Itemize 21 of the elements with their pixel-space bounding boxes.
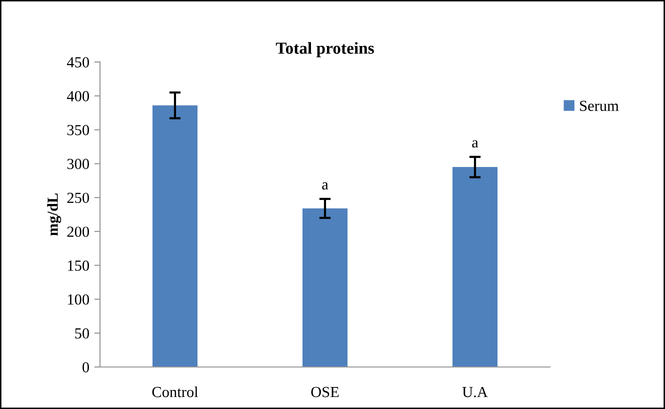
y-tick-label: 150 — [68, 260, 89, 271]
y-tick-label: 0 — [82, 362, 89, 372]
bar — [152, 105, 198, 367]
y-axis-title: mg/dL — [47, 193, 62, 236]
y-tick-label: 100 — [68, 294, 89, 305]
x-tick-label: U.A — [462, 386, 488, 398]
annotation: a — [322, 182, 328, 190]
y-tick-label: 300 — [67, 158, 89, 170]
bar — [302, 208, 348, 367]
y-tick-label: 200 — [67, 226, 89, 237]
chart-title: Total proteins — [276, 42, 374, 58]
y-tick-label: 450 — [66, 57, 89, 68]
y-tick-label: 400 — [66, 91, 89, 102]
y-tick-label: 50 — [75, 328, 89, 339]
bar — [452, 167, 498, 367]
x-tick-label: Control — [152, 386, 198, 398]
y-tick-label: 350 — [67, 124, 89, 136]
legend-label: Serum — [580, 100, 619, 111]
annotation: a — [472, 140, 478, 148]
x-tick-label: OSE — [311, 386, 339, 398]
y-tick-label: 250 — [67, 192, 89, 204]
